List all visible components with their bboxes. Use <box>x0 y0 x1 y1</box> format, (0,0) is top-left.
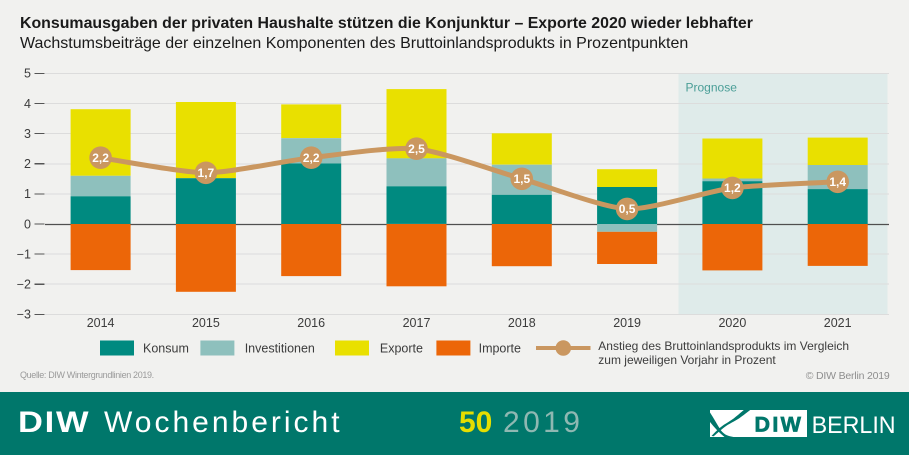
svg-text:2018: 2018 <box>508 316 536 330</box>
svg-text:DIW: DIW <box>755 412 804 436</box>
svg-text:3: 3 <box>24 127 31 141</box>
svg-text:BERLIN: BERLIN <box>812 411 896 439</box>
svg-text:Investitionen: Investitionen <box>245 342 315 356</box>
svg-text:2,2: 2,2 <box>92 151 109 165</box>
svg-text:4: 4 <box>24 97 31 111</box>
svg-text:Importe: Importe <box>479 342 521 356</box>
svg-text:zum jeweiligen Vorjahr in Proz: zum jeweiligen Vorjahr in Prozent <box>598 353 776 367</box>
svg-text:1,7: 1,7 <box>198 166 215 180</box>
svg-text:0,5: 0,5 <box>619 202 636 216</box>
svg-text:5: 5 <box>24 67 31 81</box>
svg-text:1,5: 1,5 <box>513 172 530 186</box>
svg-text:Konsum: Konsum <box>143 342 189 356</box>
svg-text:2,5: 2,5 <box>408 142 425 156</box>
svg-text:2016: 2016 <box>297 316 325 330</box>
svg-text:1,4: 1,4 <box>829 175 846 189</box>
svg-text:2015: 2015 <box>192 316 220 330</box>
svg-text:2017: 2017 <box>403 316 431 330</box>
svg-text:Anstieg des Bruttoinlandsprodu: Anstieg des Bruttoinlandsprodukts im Ver… <box>598 339 849 353</box>
svg-text:2014: 2014 <box>87 316 115 330</box>
svg-text:2020: 2020 <box>718 316 746 330</box>
svg-text:1,2: 1,2 <box>724 181 741 195</box>
svg-text:2021: 2021 <box>824 316 852 330</box>
svg-text:−3: −3 <box>17 308 31 322</box>
svg-text:−1: −1 <box>17 247 31 261</box>
svg-text:2: 2 <box>24 157 31 171</box>
svg-text:−2: −2 <box>17 278 31 292</box>
svg-text:Exporte: Exporte <box>380 342 423 356</box>
svg-text:2019: 2019 <box>613 316 641 330</box>
svg-text:2,2: 2,2 <box>303 151 320 165</box>
svg-text:1: 1 <box>24 187 31 201</box>
svg-text:Prognose: Prognose <box>686 81 738 95</box>
svg-text:0: 0 <box>24 217 31 231</box>
